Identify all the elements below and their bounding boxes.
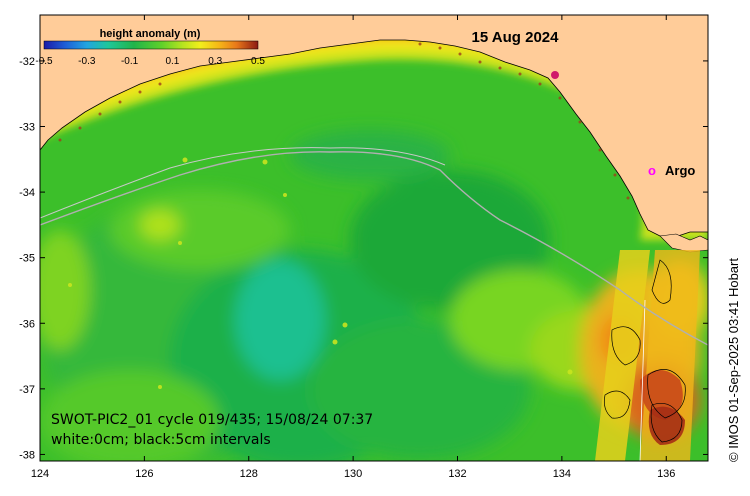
map-field <box>40 15 708 461</box>
colorbar-title: height anomaly (m) <box>100 28 201 40</box>
x-tick-label: 126 <box>135 468 153 480</box>
argo-float-marker <box>551 71 559 79</box>
y-tick-label: -34 <box>19 187 35 199</box>
x-tick-label: 124 <box>31 468 49 480</box>
colorbar-tick-label: -0.3 <box>78 56 96 67</box>
altimeter-track-2 <box>40 147 446 219</box>
colorbar-tick-label: 0.1 <box>165 56 179 67</box>
argo-legend-marker: o <box>648 163 656 178</box>
info-line-1: SWOT-PIC2_01 cycle 019/435; 15/08/24 07:… <box>51 412 373 428</box>
land-kangaroo-island <box>659 233 708 253</box>
argo-legend: o Argo <box>648 163 695 178</box>
land-australia <box>40 15 708 239</box>
colorbar: height anomaly (m) -0.5 -0.3 -0.1 0.1 0.3 0.5 <box>35 28 265 67</box>
x-tick-label: 128 <box>240 468 258 480</box>
x-tick-label: 134 <box>553 468 571 480</box>
x-tick-label: 130 <box>344 468 362 480</box>
date-title: 15 Aug 2024 <box>472 29 560 46</box>
x-axis: 124 126 128 130 132 134 136 <box>31 15 675 480</box>
colorbar-gradient <box>43 40 259 50</box>
y-tick-label: -32 <box>19 56 35 68</box>
colorbar-tick-label: 0.3 <box>208 56 222 67</box>
info-line-2: white:0cm; black:5cm intervals <box>51 432 271 448</box>
plot-frame <box>39 14 709 462</box>
imos-credit: © IMOS 01-Sep-2025 03:41 Hobart <box>726 258 741 462</box>
colorbar-tick-label: 0.5 <box>251 56 265 67</box>
y-tick-label: -38 <box>19 449 35 461</box>
coastal-points <box>58 42 630 200</box>
colorbar-tick-label: -0.1 <box>121 56 139 67</box>
argo-legend-label: Argo <box>665 163 695 178</box>
y-tick-label: -36 <box>19 318 35 330</box>
x-tick-label: 136 <box>657 468 675 480</box>
x-tick-label: 132 <box>448 468 466 480</box>
colorbar-tick-label: -0.5 <box>35 56 53 67</box>
observation-points <box>68 157 573 389</box>
altimeter-track <box>40 151 708 346</box>
swot-swath <box>595 250 700 461</box>
y-tick-label: -33 <box>19 122 35 134</box>
y-tick-label: -35 <box>19 253 35 265</box>
y-axis: -32 -33 -34 -35 -36 -37 -38 <box>19 56 708 461</box>
y-tick-label: -37 <box>19 384 35 396</box>
